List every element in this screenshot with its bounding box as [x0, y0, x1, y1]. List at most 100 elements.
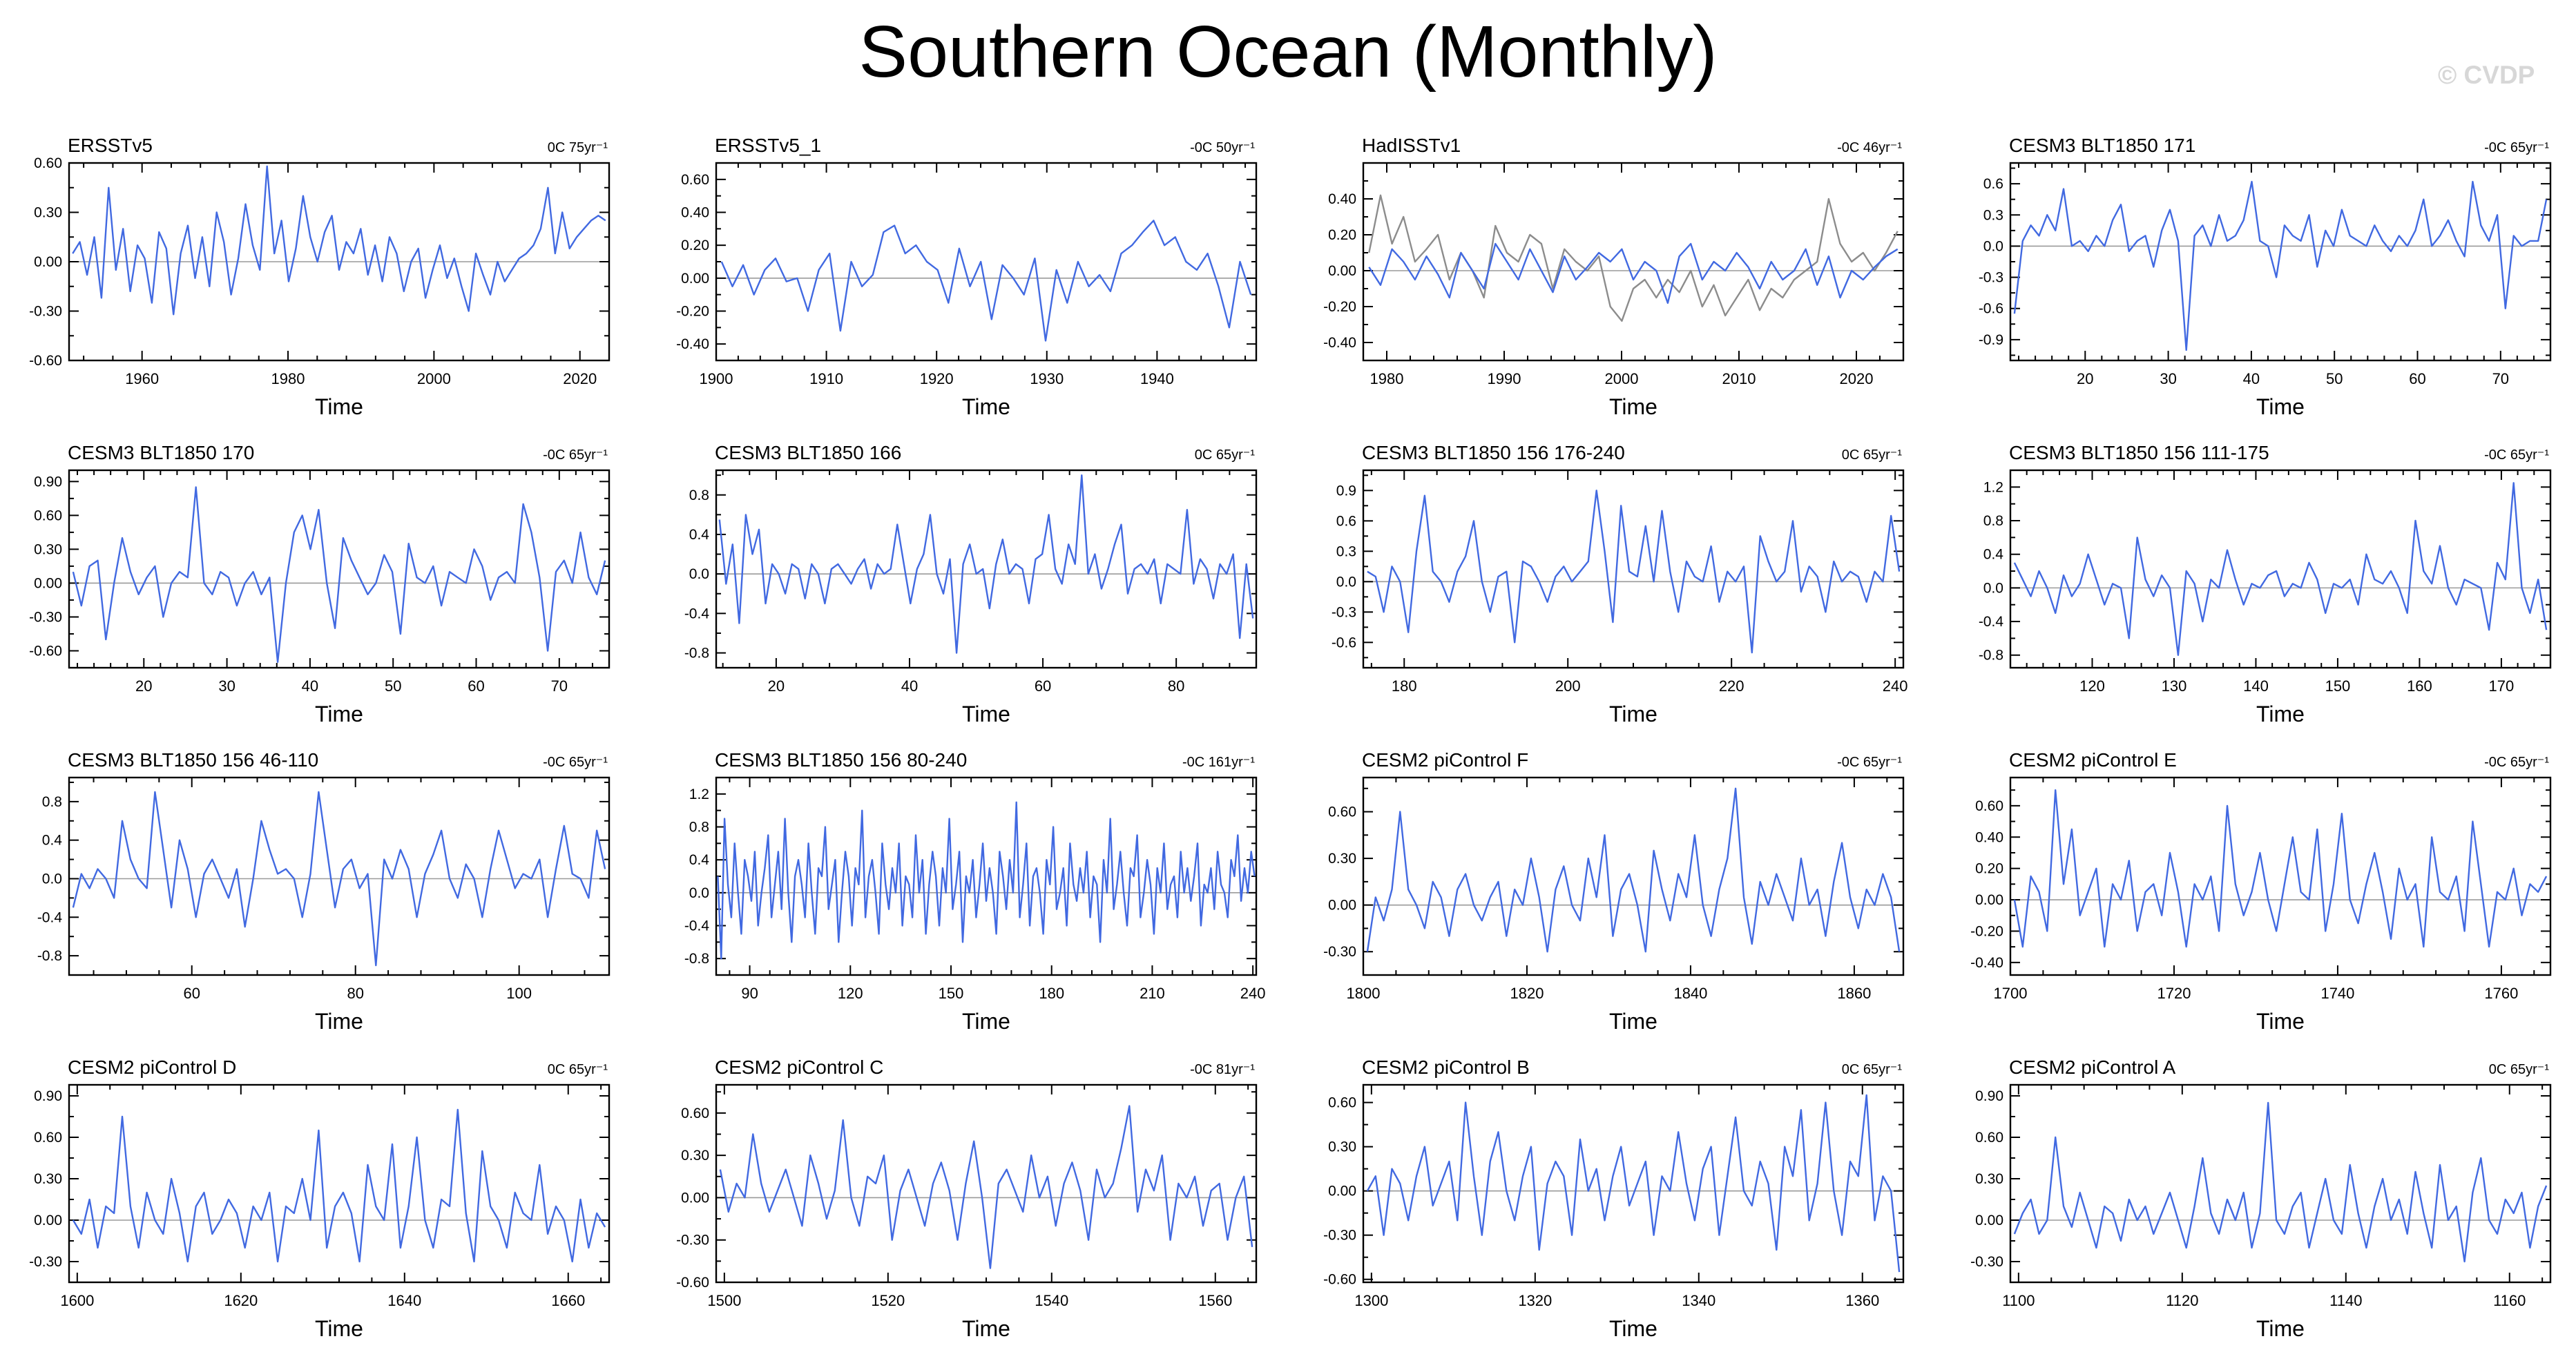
x-axis-label: Time	[315, 1009, 363, 1034]
trend-label: -0C 65yr⁻¹	[543, 755, 608, 770]
y-tick-label: 0.30	[1328, 851, 1356, 867]
x-tick-label: 1560	[1198, 1292, 1232, 1309]
plot-frame	[715, 162, 1258, 362]
series-line	[72, 165, 606, 316]
x-tick-label: 20	[768, 677, 785, 695]
x-tick-label: 1160	[2493, 1292, 2526, 1309]
trend-label: -0C 46yr⁻¹	[1837, 140, 1902, 155]
y-tick-label: 0.3	[1983, 207, 2003, 223]
x-tick-label: 1900	[700, 370, 733, 387]
y-tick-label: 0.0	[1983, 238, 2003, 254]
y-tick-label: -0.40	[1970, 955, 2003, 971]
plot-frame	[715, 1083, 1258, 1284]
x-tick-label: 150	[2325, 677, 2351, 695]
y-tick-label: 0.8	[42, 794, 62, 810]
plot-frame	[1362, 776, 1905, 976]
y-tick-label: 0.60	[34, 155, 62, 171]
y-tick-label: 1.2	[689, 787, 709, 802]
x-tick-label: 90	[741, 985, 758, 1002]
x-tick-label: 1320	[1518, 1292, 1552, 1309]
chart-panel: CESM3 BLT1850 156 80-240 -0C 161yr⁻¹ 90 120…	[684, 749, 1266, 1034]
y-tick-label: 0.00	[1328, 898, 1356, 914]
y-tick-label: 0.30	[1975, 1171, 2003, 1187]
x-axis-label: Time	[962, 1009, 1010, 1034]
x-tick-label: 220	[1719, 677, 1744, 695]
y-tick-label: 0.60	[34, 508, 62, 523]
trend-label: -0C 65yr⁻¹	[2484, 755, 2549, 770]
y-tick-label: 0.20	[1328, 227, 1356, 243]
x-tick-label: 60	[468, 677, 484, 695]
chart-panel: CESM2 piControl E -0C 65yr⁻¹ 1700 1720 1740 1…	[1970, 749, 2552, 1034]
x-tick-label: 240	[1883, 677, 1908, 695]
y-tick-label: 0.40	[1328, 191, 1356, 207]
chart-panel: CESM3 BLT1850 156 46-110 -0C 65yr⁻¹ 60 80 10…	[37, 749, 611, 1034]
trend-label: -0C 161yr⁻¹	[1182, 755, 1255, 770]
x-tick-label: 1960	[125, 370, 159, 387]
y-tick-label: -0.30	[29, 1254, 62, 1270]
x-tick-label: 1820	[1510, 985, 1544, 1002]
x-tick-label: 1620	[224, 1292, 258, 1309]
x-tick-label: 60	[2409, 370, 2425, 387]
plot-frame	[2009, 469, 2552, 669]
x-tick-label: 2000	[417, 370, 451, 387]
x-tick-label: 50	[2326, 370, 2343, 387]
chart-panel: CESM3 BLT1850 156 176-240 0C 65yr⁻¹ 180 200…	[1332, 442, 1908, 726]
series-line	[72, 1108, 606, 1263]
panel-title: ERSSTv5	[68, 135, 153, 156]
series-line	[2013, 789, 2548, 948]
x-tick-label: 20	[135, 677, 152, 695]
plot-frame	[68, 162, 611, 362]
y-tick-label: 0.0	[689, 885, 709, 901]
x-tick-label: 1660	[551, 1292, 585, 1309]
panel-title: HadISSTv1	[1362, 135, 1461, 156]
y-tick-label: -0.60	[1323, 1272, 1356, 1288]
x-tick-label: 180	[1392, 677, 1417, 695]
y-tick-label: -0.30	[29, 609, 62, 625]
x-tick-label: 100	[506, 985, 532, 1002]
plot-frame	[68, 1083, 611, 1284]
x-tick-label: 1540	[1035, 1292, 1068, 1309]
y-tick-label: -0.8	[684, 646, 709, 662]
series-line	[2013, 180, 2548, 351]
plot-frame	[68, 776, 611, 976]
y-tick-label: 0.20	[681, 238, 709, 253]
x-tick-label: 1120	[2166, 1292, 2198, 1309]
y-tick-label: 0.8	[689, 488, 709, 503]
x-axis-label: Time	[962, 702, 1010, 726]
series-line	[72, 791, 606, 967]
y-tick-label: 0.00	[1975, 1213, 2003, 1228]
chart-panel: CESM3 BLT1850 171 -0C 65yr⁻¹ 20 30 40 50 60 70 -…	[1979, 135, 2552, 419]
series-line	[718, 474, 1254, 654]
panel-title: CESM3 BLT1850 156 80-240	[715, 749, 967, 771]
panel-title: CESM3 BLT1850 171	[2009, 135, 2195, 156]
x-axis-label: Time	[2256, 1316, 2305, 1341]
x-tick-label: 1720	[2157, 985, 2191, 1002]
x-axis-label: Time	[2256, 702, 2305, 726]
x-tick-label: 70	[551, 677, 568, 695]
y-tick-label: 0.30	[34, 541, 62, 557]
y-tick-label: 0.90	[34, 1088, 62, 1104]
chart-panel: ERSSTv5 0C 75yr⁻¹ 1960 1980 2000 2020 -0.60 -0.…	[29, 135, 611, 419]
x-tick-label: 210	[1140, 985, 1165, 1002]
series-line	[1366, 1094, 1901, 1273]
series-line	[1367, 490, 1901, 654]
y-tick-label: 0.8	[1983, 513, 2003, 529]
x-tick-label: 20	[2077, 370, 2093, 387]
trend-label: -0C 65yr⁻¹	[2484, 447, 2549, 463]
x-tick-label: 2020	[563, 370, 597, 387]
chart-panel: CESM2 piControl D 0C 65yr⁻¹ 1600 1620 1640 16…	[29, 1057, 611, 1341]
panel-title: CESM2 piControl A	[2009, 1057, 2176, 1078]
x-axis-label: Time	[1609, 1316, 1657, 1341]
trend-label: 0C 65yr⁻¹	[2489, 1062, 2550, 1077]
y-tick-label: -0.30	[1323, 1228, 1356, 1244]
y-tick-label: -0.60	[29, 643, 62, 659]
y-tick-label: -0.4	[1979, 614, 2004, 630]
plot-frame	[1362, 1083, 1905, 1284]
x-tick-label: 30	[2160, 370, 2176, 387]
y-tick-label: -0.9	[1979, 332, 2003, 348]
x-tick-label: 120	[2079, 677, 2105, 695]
y-tick-label: 0.0	[1336, 574, 1356, 590]
panel-title: CESM3 BLT1850 170	[68, 442, 254, 463]
y-tick-label: -0.60	[29, 353, 62, 369]
panel-title: CESM2 piControl B	[1362, 1057, 1530, 1078]
